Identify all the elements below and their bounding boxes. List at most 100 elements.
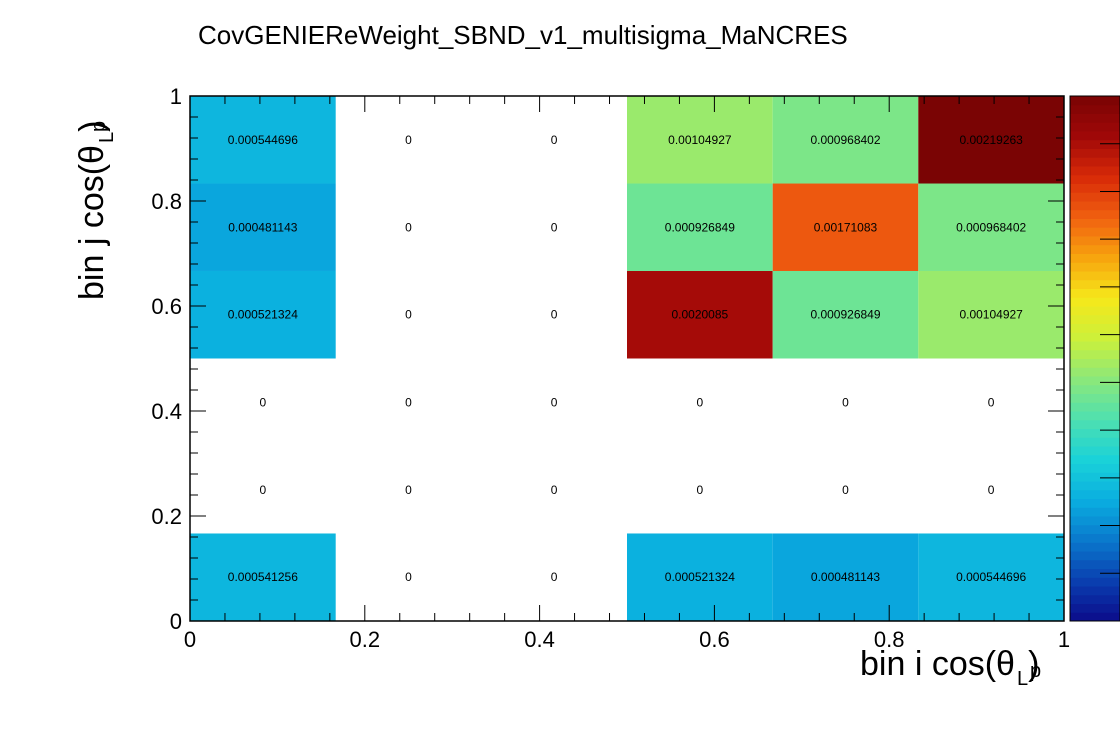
heatmap-cell [918, 270, 1064, 359]
palette-swatch [1070, 411, 1120, 421]
heatmap-cell [627, 96, 773, 184]
palette-swatch [1070, 594, 1120, 604]
palette-swatch [1070, 113, 1120, 123]
x-tick-label: 0.4 [524, 627, 555, 652]
heatmap-cell [190, 270, 336, 359]
palette-swatch [1070, 157, 1120, 167]
palette-swatch [1070, 262, 1120, 272]
palette-swatch [1070, 507, 1120, 517]
heatmap-cell [918, 96, 1064, 184]
palette-swatch [1070, 96, 1120, 106]
palette-swatch [1070, 612, 1120, 622]
palette-swatch [1070, 559, 1120, 569]
heatmap-cell-label: 0 [551, 483, 558, 497]
heatmap-cell-label: 0 [260, 395, 267, 409]
heatmap-cell-label: 0.000926849 [810, 308, 880, 322]
heatmap-cell-label: 0.00171083 [814, 220, 878, 234]
heatmap-cell-label: 0.00219263 [959, 133, 1023, 147]
palette-swatch [1070, 297, 1120, 307]
palette-swatch [1070, 279, 1120, 289]
heatmap-cell [190, 96, 336, 184]
heatmap-cell-label: 0.000521324 [228, 308, 298, 322]
palette-swatch [1070, 524, 1120, 534]
heatmap-cell-label: 0 [551, 308, 558, 322]
x-tick-label: 0.2 [350, 627, 381, 652]
heatmap-cell-label: 0 [551, 395, 558, 409]
x-tick-label: 0 [184, 627, 196, 652]
heatmap-cell [627, 533, 773, 621]
heatmap-cell-label: 0.000926849 [665, 220, 735, 234]
palette-swatch [1070, 393, 1120, 403]
palette-swatch [1070, 341, 1120, 351]
palette-swatch [1070, 603, 1120, 613]
palette-swatch [1070, 271, 1120, 281]
palette-swatch [1070, 551, 1120, 561]
palette-swatch [1070, 349, 1120, 359]
palette-swatch [1070, 244, 1120, 254]
x-tick-label: 0.8 [874, 627, 905, 652]
heatmap-cell [918, 533, 1064, 621]
y-tick-label: 0 [170, 609, 182, 634]
y-tick-label: 1 [170, 84, 182, 109]
y-tick-label: 0.4 [151, 399, 182, 424]
palette-swatch [1070, 358, 1120, 368]
color-palette [1069, 95, 1120, 622]
heatmap-cell [772, 533, 919, 621]
y-axis-label-group: bin j cos(θL) p [73, 121, 118, 300]
palette-swatch [1070, 428, 1120, 438]
heatmap-cell [190, 183, 336, 271]
x-axis-label: bin i cos(θ L) [860, 645, 1039, 690]
palette-swatch [1070, 104, 1120, 114]
heatmap-cell [918, 183, 1064, 271]
heatmap-cell-label: 0 [405, 395, 412, 409]
x-tick-label: 0.6 [699, 627, 730, 652]
x-tick-label: 1 [1058, 627, 1070, 652]
palette-swatch [1070, 454, 1120, 464]
heatmap-cell-label: 0.00104927 [959, 308, 1023, 322]
heatmap-cell-label: 0.000544696 [956, 570, 1026, 584]
palette-swatch [1070, 376, 1120, 386]
plot-frame [189, 95, 1065, 622]
palette-swatch [1070, 463, 1120, 473]
palette-swatch [1070, 218, 1120, 228]
y-tick-label: 0.8 [151, 189, 182, 214]
palette-swatch [1070, 131, 1120, 141]
y-tick-label: 0.6 [151, 294, 182, 319]
y-axis-label-vector: p [88, 121, 110, 132]
palette-swatch [1070, 586, 1120, 596]
heatmap-cell-label: 0 [260, 483, 267, 497]
palette-swatch [1070, 192, 1120, 202]
palette-swatch [1070, 402, 1120, 412]
palette-swatch [1070, 419, 1120, 429]
palette-swatch [1070, 306, 1120, 316]
y-axis-label: bin j cos(θL) [73, 121, 118, 300]
heatmap-cell [772, 96, 919, 184]
heatmap-cell [627, 183, 773, 271]
axis-ticks [189, 95, 1065, 622]
palette-swatch [1070, 183, 1120, 193]
heatmap-cell-label: 0 [405, 570, 412, 584]
heatmap-cell-label: 0 [551, 220, 558, 234]
heatmap-cells [190, 96, 1064, 621]
heatmap-cell-label: 0 [405, 220, 412, 234]
heatmap-cell [627, 270, 773, 359]
palette-swatch [1070, 253, 1120, 263]
palette-swatch [1070, 542, 1120, 552]
y-tick-label: 0.2 [151, 504, 182, 529]
heatmap-cell-labels: 0.000541256 0 0 0.000521324 0.000481143 0.000… [228, 133, 1027, 584]
heatmap-cell-label: 0 [842, 483, 849, 497]
heatmap-cell-label: 0.00104927 [668, 133, 732, 147]
heatmap-cell-label: 0 [842, 395, 849, 409]
x-axis-label-vector: p [1030, 660, 1041, 682]
palette-swatch [1070, 568, 1120, 578]
palette-frame [1069, 95, 1120, 622]
palette-swatch [1070, 323, 1120, 333]
heatmap-cell-label: 0 [405, 483, 412, 497]
palette-swatch [1070, 472, 1120, 482]
palette-swatch [1070, 288, 1120, 298]
palette-swatch [1070, 174, 1120, 184]
chart-title: CovGENIEReWeight_SBND_v1_multisigma_MaNC… [198, 20, 848, 50]
heatmap-cell-label: 0.000544696 [228, 133, 298, 147]
palette-swatch [1070, 367, 1120, 377]
